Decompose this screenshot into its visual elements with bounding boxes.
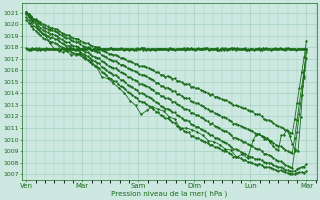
X-axis label: Pression niveau de la mer( hPa ): Pression niveau de la mer( hPa )	[111, 190, 227, 197]
